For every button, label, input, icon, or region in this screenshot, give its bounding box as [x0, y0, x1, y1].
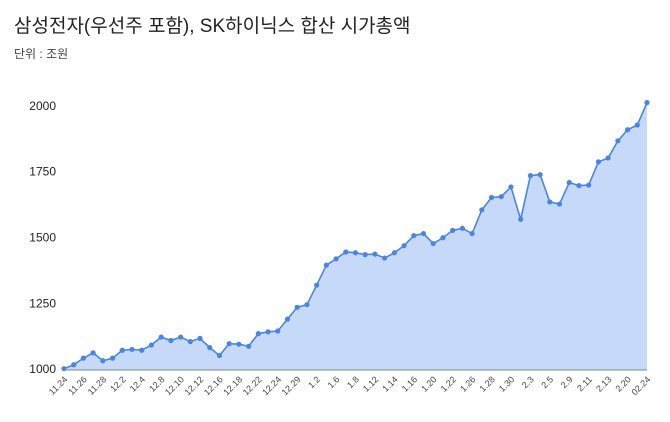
point [605, 155, 611, 161]
point [624, 127, 631, 133]
point [372, 251, 378, 257]
point [547, 199, 553, 205]
y-tick-label: 1750 [29, 165, 56, 179]
point [450, 227, 456, 233]
point [430, 240, 436, 247]
point [284, 316, 291, 322]
point [148, 342, 155, 348]
point [216, 352, 223, 359]
point [576, 183, 582, 189]
x-tick-label: 2.11 [575, 374, 594, 393]
point [109, 355, 116, 361]
point [566, 179, 572, 186]
point [488, 194, 495, 201]
point [420, 230, 427, 237]
point [343, 249, 349, 255]
point [100, 358, 106, 364]
point [352, 250, 359, 256]
x-tick-label: 2.3 [520, 374, 536, 390]
point [527, 173, 534, 179]
point [265, 329, 271, 335]
x-tick-label: 1.28 [477, 374, 496, 393]
x-tick-label: 12.18 [221, 374, 244, 397]
x-tick-label: 1.26 [458, 374, 477, 393]
y-tick-label: 1250 [29, 296, 56, 310]
x-tick-label: 12.10 [163, 374, 186, 397]
point [226, 341, 232, 347]
x-tick-label: 1.16 [400, 374, 419, 393]
point [401, 243, 407, 249]
x-tick-label: 1.6 [326, 374, 342, 390]
point [382, 255, 388, 261]
chart-subtitle: 단위 : 조원 [14, 47, 68, 61]
point [236, 341, 242, 347]
x-tick-label: 1.30 [497, 374, 516, 393]
x-tick-label: 12.16 [202, 374, 225, 397]
point [498, 194, 504, 200]
point [459, 225, 465, 231]
point [556, 201, 563, 207]
x-tick-label: 12.12 [182, 374, 205, 397]
point [71, 362, 77, 368]
x-tick-label: 1.8 [345, 374, 361, 390]
x-tick-label: 12.29 [280, 374, 303, 397]
point [362, 252, 368, 258]
x-tick-label: 11.26 [66, 374, 89, 397]
x-tick-label: 1.20 [419, 374, 438, 393]
point [90, 350, 96, 356]
point [61, 366, 67, 372]
point [440, 235, 446, 241]
x-tick-label: 11.28 [86, 374, 109, 397]
point [469, 230, 475, 237]
y-tick-label: 2000 [29, 99, 56, 113]
point [197, 335, 203, 341]
point [586, 182, 592, 188]
point [168, 337, 174, 344]
x-tick-label: 12.24 [260, 374, 283, 397]
point [595, 159, 602, 165]
x-tick-label: 2.13 [594, 374, 613, 393]
x-tick-label: 2.5 [539, 374, 555, 390]
x-tick-label: 02.24 [629, 374, 652, 397]
point [615, 138, 621, 144]
point [314, 282, 320, 288]
point [634, 122, 640, 128]
point [255, 331, 261, 337]
point [139, 347, 145, 353]
point [391, 250, 397, 256]
y-tick-label: 1500 [29, 230, 56, 244]
chart-title: 삼성전자(우선주 포함), SK하이닉스 합산 시가총액 [14, 15, 411, 37]
x-tick-label: 1.2 [306, 374, 322, 390]
x-tick-label: 12.4 [128, 374, 147, 393]
point [508, 184, 514, 190]
point [158, 334, 164, 340]
point [129, 346, 135, 353]
x-tick-label: 12.2 [108, 374, 127, 393]
point [333, 256, 339, 262]
point [294, 304, 300, 310]
x-tick-label: 12.22 [241, 374, 264, 397]
point [644, 100, 650, 106]
point [323, 262, 329, 268]
point [304, 302, 310, 308]
x-tick-label: 11.24 [47, 374, 70, 397]
point [178, 334, 184, 340]
x-tick-label: 1.14 [380, 374, 399, 393]
x-tick-label: 2.9 [559, 374, 575, 390]
point [411, 233, 417, 239]
point [187, 338, 193, 345]
point [246, 343, 252, 349]
x-tick-label: 1.12 [361, 374, 380, 393]
x-tick-label: 1.22 [439, 374, 458, 393]
point [275, 328, 281, 334]
point [518, 216, 524, 222]
y-tick-label: 1000 [29, 362, 56, 376]
point [207, 345, 213, 351]
point [537, 171, 543, 178]
point [80, 355, 87, 361]
point [119, 347, 125, 353]
point [479, 207, 485, 213]
area [64, 102, 647, 370]
